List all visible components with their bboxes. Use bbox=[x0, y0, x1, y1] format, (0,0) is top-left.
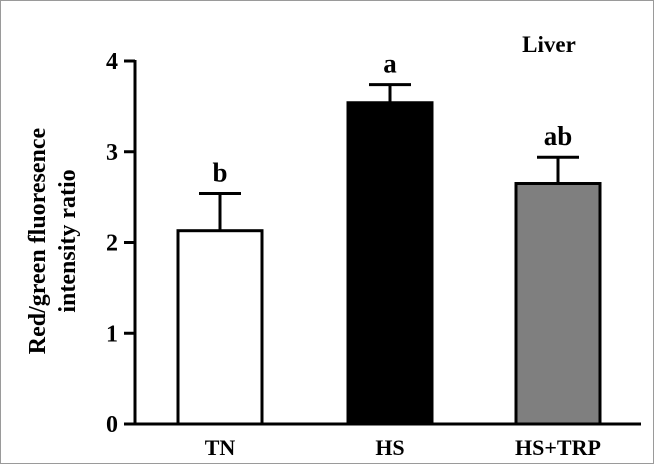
y-tick-label: 2 bbox=[106, 231, 118, 257]
x-axis-categories: TN HS HS+TRP bbox=[205, 435, 601, 460]
bar bbox=[346, 101, 434, 426]
x-category-label: HS bbox=[375, 435, 404, 460]
y-axis-title-line-1: Red/green fluoresence bbox=[25, 127, 51, 354]
y-axis-ticks: 0 1 2 3 4 bbox=[106, 49, 135, 438]
bar bbox=[176, 229, 264, 426]
y-tick-label: 4 bbox=[106, 49, 118, 75]
significance-letter: ab bbox=[544, 121, 573, 151]
panel-title: Liver bbox=[522, 32, 576, 57]
y-axis-title: Red/green fluoresence intensity ratio bbox=[25, 127, 81, 354]
bar bbox=[514, 182, 602, 426]
y-tick-label: 3 bbox=[106, 140, 118, 166]
error-bars bbox=[199, 83, 579, 231]
significance-letter: a bbox=[383, 49, 397, 79]
bars bbox=[176, 101, 602, 426]
axes bbox=[133, 60, 641, 426]
y-tick-label: 1 bbox=[106, 321, 118, 347]
y-tick-label: 0 bbox=[106, 412, 118, 438]
y-axis-title-line-2: intensity ratio bbox=[55, 169, 81, 312]
x-category-label: HS+TRP bbox=[515, 435, 601, 460]
significance-letter: b bbox=[212, 157, 227, 187]
significance-letters: b a ab bbox=[212, 49, 572, 188]
x-category-label: TN bbox=[205, 435, 236, 460]
